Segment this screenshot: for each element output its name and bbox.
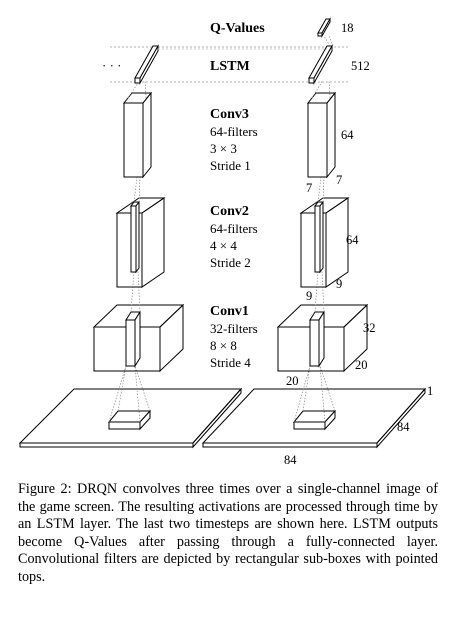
qvalues-dim: 18 <box>341 21 354 35</box>
input-patch-left <box>107 409 152 431</box>
conv2-stride: Stride 2 <box>210 255 251 270</box>
conv1-title: Conv1 <box>210 304 249 319</box>
conv3-title: Conv3 <box>210 107 249 122</box>
input-plane-left <box>18 387 243 449</box>
conv1-dim-d: 20 <box>355 358 368 372</box>
projection-lines-input <box>108 365 336 423</box>
conv3-volume-right <box>306 91 337 179</box>
projection-lines-lstm <box>323 35 334 47</box>
lstm-ellipsis: · · · <box>102 58 122 73</box>
conv2-size: 4 × 4 <box>210 238 237 253</box>
conv3-size: 3 × 3 <box>210 141 237 156</box>
conv1-filters: 32-filters <box>210 321 258 336</box>
conv3-stride: Stride 1 <box>210 158 251 173</box>
conv3-filters: 64-filters <box>210 124 258 139</box>
input-plane-right <box>201 387 427 449</box>
conv2-filter-right <box>314 200 324 274</box>
lstm-dim: 512 <box>351 59 370 73</box>
input-side-dim: 84 <box>397 420 410 434</box>
lstm-label: LSTM <box>210 59 250 74</box>
conv2-volume-left <box>115 197 166 288</box>
conv3-dim-d: 7 <box>336 173 342 187</box>
conv3-dim-h: 64 <box>341 128 354 142</box>
conv2-dim-w: 9 <box>306 289 312 303</box>
conv1-filter-right <box>309 310 325 368</box>
qvalues-cell <box>317 17 331 38</box>
lstm-cell-left <box>134 44 159 85</box>
conv1-size: 8 × 8 <box>210 338 237 353</box>
conv2-dim-d: 9 <box>336 277 342 291</box>
drqn-architecture-diagram: Q-Values LSTM · · · Conv3 64-filters 3 ×… <box>18 17 433 467</box>
conv2-title: Conv2 <box>210 204 249 219</box>
conv3-dim-w: 7 <box>306 181 312 195</box>
projection-lines-conv3 <box>127 79 331 99</box>
conv2-dim-h: 64 <box>346 233 359 247</box>
conv1-stride: Stride 4 <box>210 355 251 370</box>
lstm-cell-right <box>308 44 333 85</box>
conv1-dim-h: 32 <box>363 321 376 335</box>
input-bottom-dim: 84 <box>284 453 297 467</box>
conv2-volume-right <box>299 197 350 288</box>
conv1-dim-w: 20 <box>286 374 299 388</box>
input-depth-dim: 1 <box>427 384 433 398</box>
conv2-filter-left <box>130 200 140 274</box>
conv1-filter-left <box>125 310 141 368</box>
projection-lines-conv2 <box>133 176 325 203</box>
input-patch-right <box>292 409 337 431</box>
figure-caption: Figure 2: DRQN convolves three times ove… <box>18 481 438 585</box>
conv3-volume-left <box>122 91 153 179</box>
qvalues-label: Q-Values <box>210 21 265 36</box>
conv2-filters: 64-filters <box>210 221 258 236</box>
projection-lines-conv1 <box>130 270 325 313</box>
